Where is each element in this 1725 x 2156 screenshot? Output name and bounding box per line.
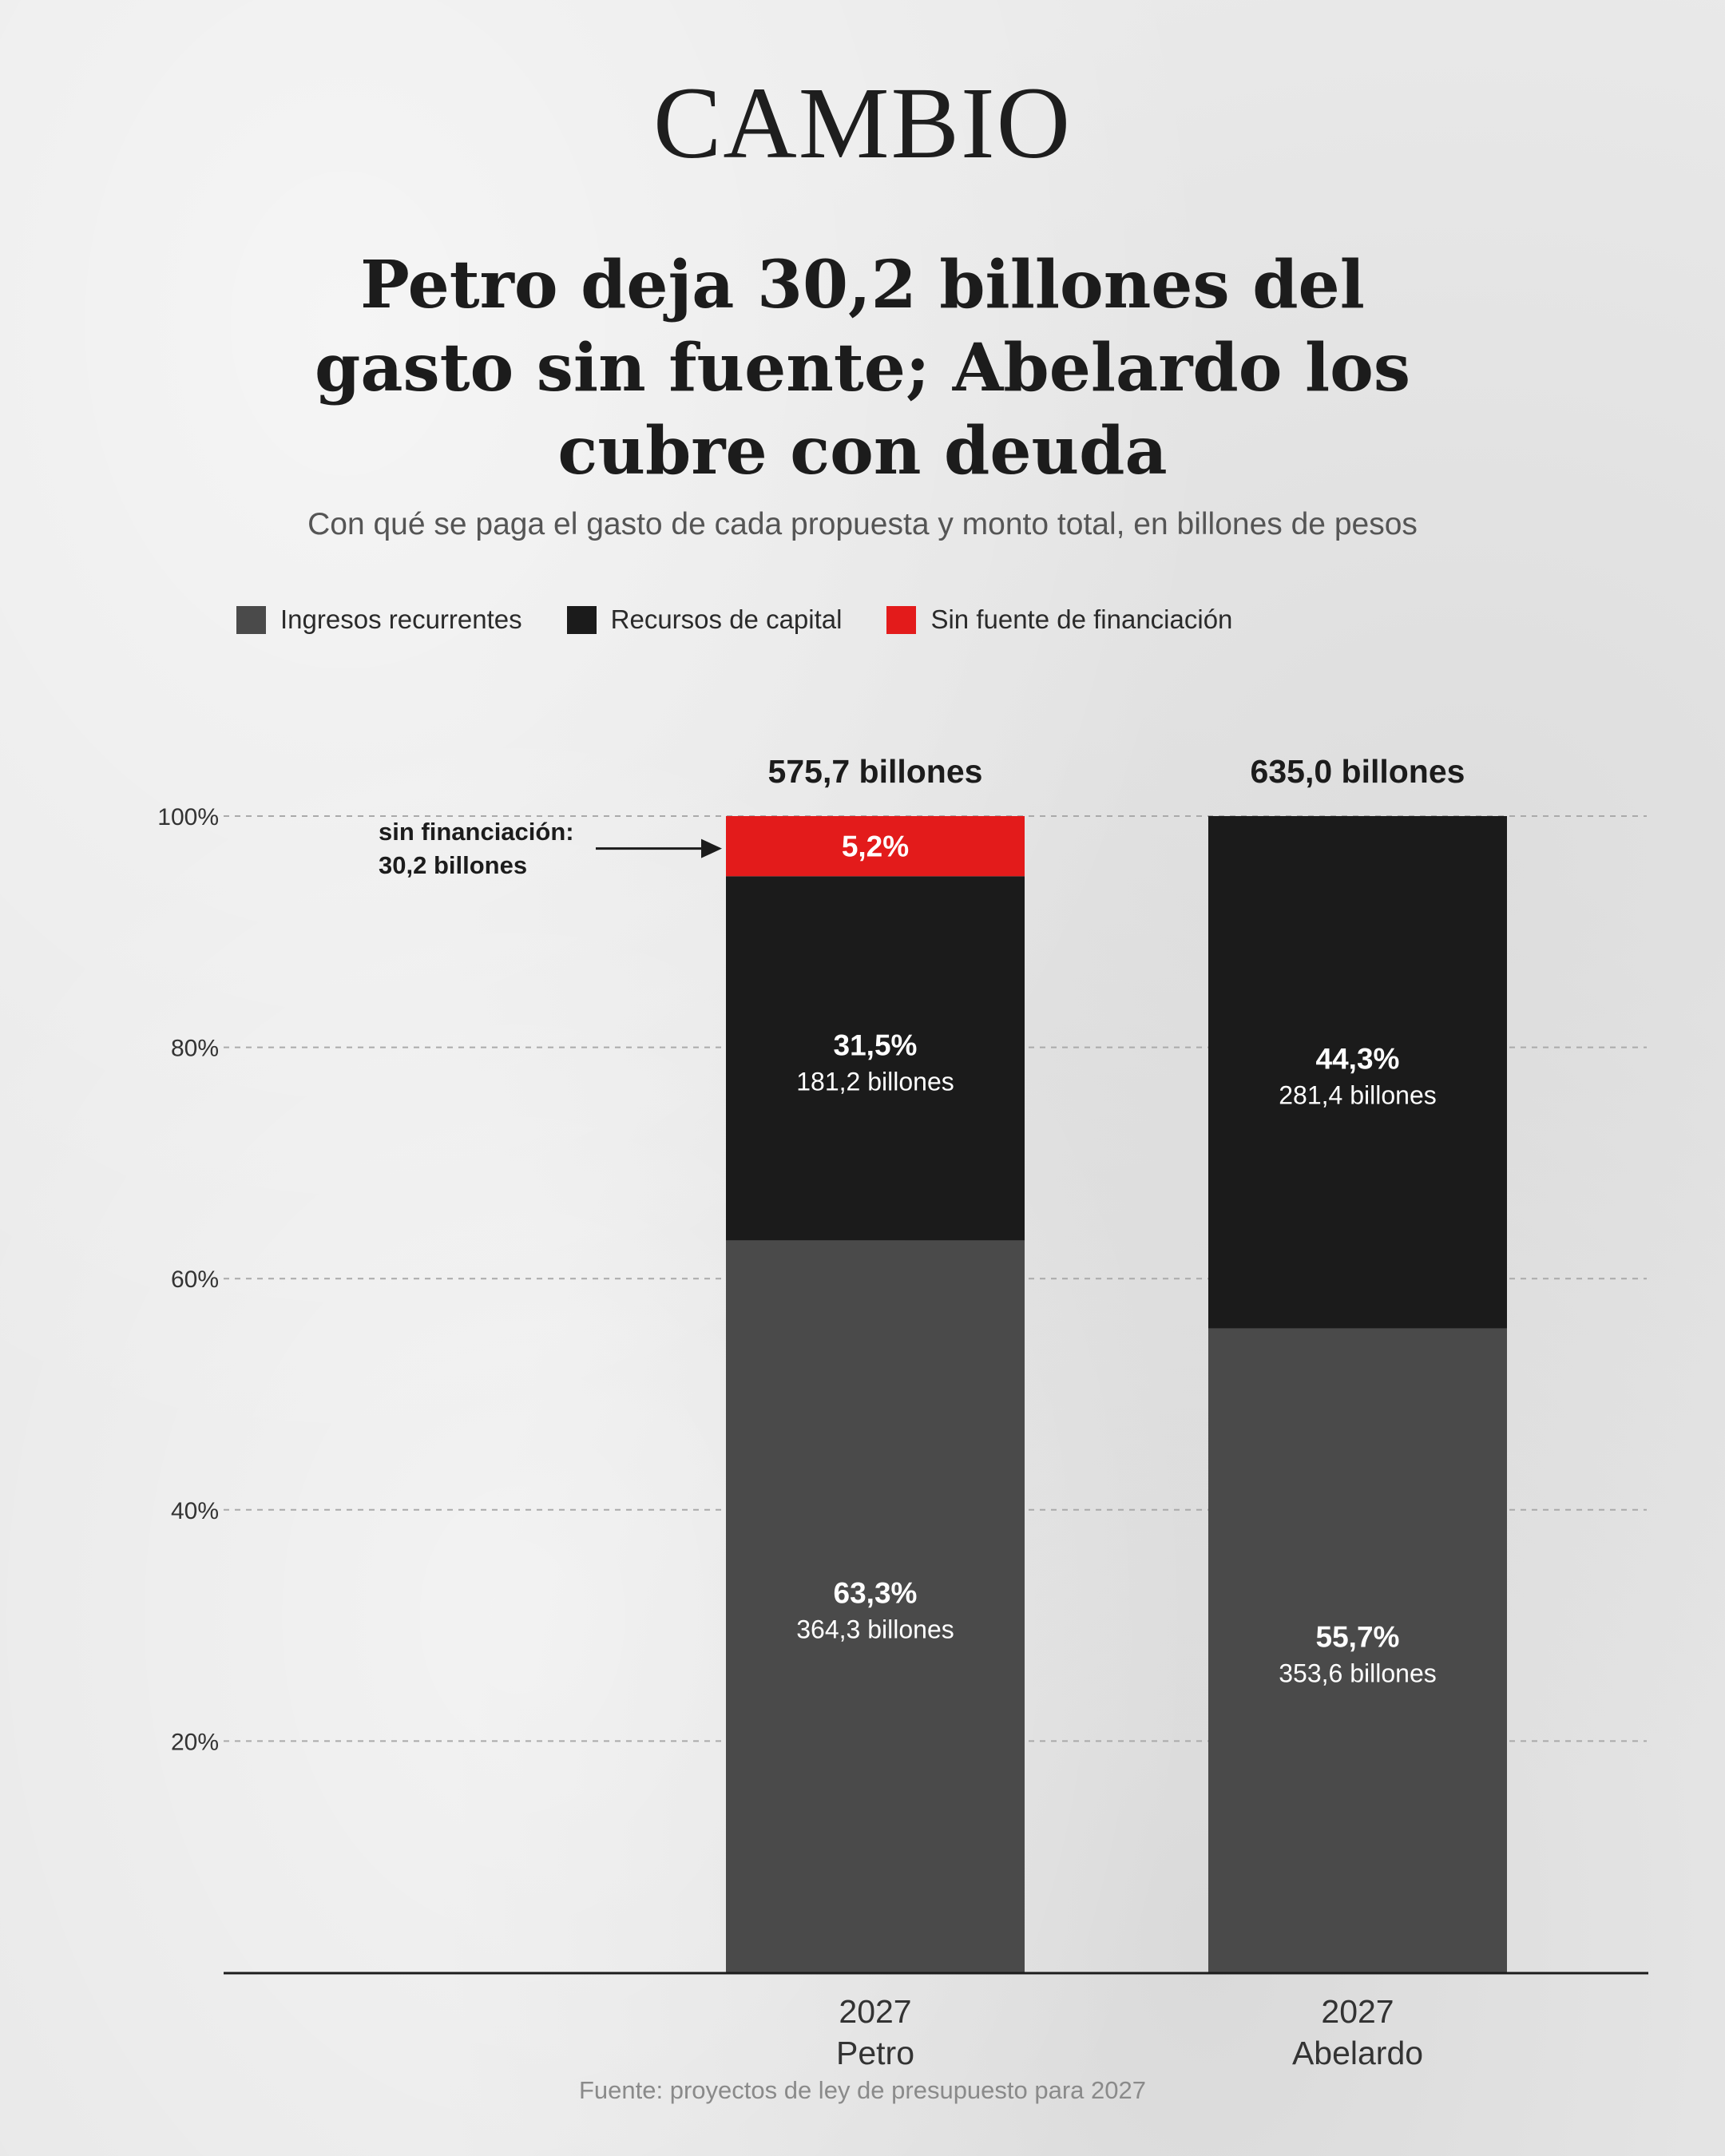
y-tick-label: 100% bbox=[157, 804, 219, 830]
legend-label-sin-fuente: Sin fuente de financiación bbox=[930, 604, 1233, 634]
legend-swatch-sin-fuente bbox=[886, 605, 917, 634]
bar-segment bbox=[726, 1240, 1025, 1972]
legend-item-ingresos: Ingresos recurrentes bbox=[236, 604, 522, 635]
source-note: Fuente: proyectos de ley de presupuesto … bbox=[578, 2076, 1147, 2104]
x-category-label: 2027 bbox=[1321, 1993, 1394, 2030]
y-tick-label: 20% bbox=[171, 1729, 219, 1755]
bar-segment bbox=[1208, 1328, 1507, 1972]
x-category-label: 2027 bbox=[839, 1993, 911, 2030]
segment-amount-label: 281,4 billones bbox=[1279, 1081, 1436, 1110]
x-category-label: Abelardo bbox=[1292, 2035, 1423, 2071]
annotation-label: sin financiación: bbox=[379, 818, 574, 846]
segment-percent-label: 5,2% bbox=[842, 830, 909, 863]
y-tick-label: 40% bbox=[171, 1498, 219, 1524]
legend-item-sin-fuente: Sin fuente de financiación bbox=[886, 604, 1232, 635]
chart-title: Petro deja 30,2 billones del gasto sin f… bbox=[315, 247, 1410, 489]
bar-total-label: 575,7 billones bbox=[768, 753, 983, 790]
segment-percent-label: 44,3% bbox=[1316, 1043, 1400, 1076]
brand-logo: CAMBIO bbox=[652, 66, 1073, 180]
segment-percent-label: 63,3% bbox=[834, 1577, 918, 1610]
segment-amount-label: 364,3 billones bbox=[796, 1615, 954, 1644]
legend: Ingresos recurrentes Recursos de capital… bbox=[236, 604, 1277, 635]
segment-percent-label: 55,7% bbox=[1316, 1621, 1400, 1654]
annotation-label: 30,2 billones bbox=[379, 851, 527, 879]
segment-percent-label: 31,5% bbox=[834, 1028, 918, 1061]
legend-label-ingresos: Ingresos recurrentes bbox=[280, 604, 522, 634]
bar-total-label: 635,0 billones bbox=[1251, 753, 1465, 790]
bar-segment bbox=[726, 816, 1025, 877]
legend-swatch-ingresos bbox=[236, 605, 266, 634]
legend-item-capital: Recursos de capital bbox=[566, 604, 843, 635]
legend-label-capital: Recursos de capital bbox=[610, 604, 843, 634]
bar-segment bbox=[726, 876, 1025, 1241]
arrow-icon bbox=[701, 838, 722, 858]
y-tick-label: 60% bbox=[171, 1266, 219, 1293]
bar-segment bbox=[1208, 816, 1507, 1329]
legend-swatch-capital bbox=[566, 605, 597, 634]
segment-amount-label: 181,2 billones bbox=[796, 1067, 954, 1096]
y-tick-label: 80% bbox=[171, 1036, 219, 1062]
chart-subtitle: Con qué se paga el gasto de cada propues… bbox=[307, 507, 1418, 541]
segment-amount-label: 353,6 billones bbox=[1279, 1659, 1436, 1688]
x-category-label: Petro bbox=[836, 2035, 914, 2071]
